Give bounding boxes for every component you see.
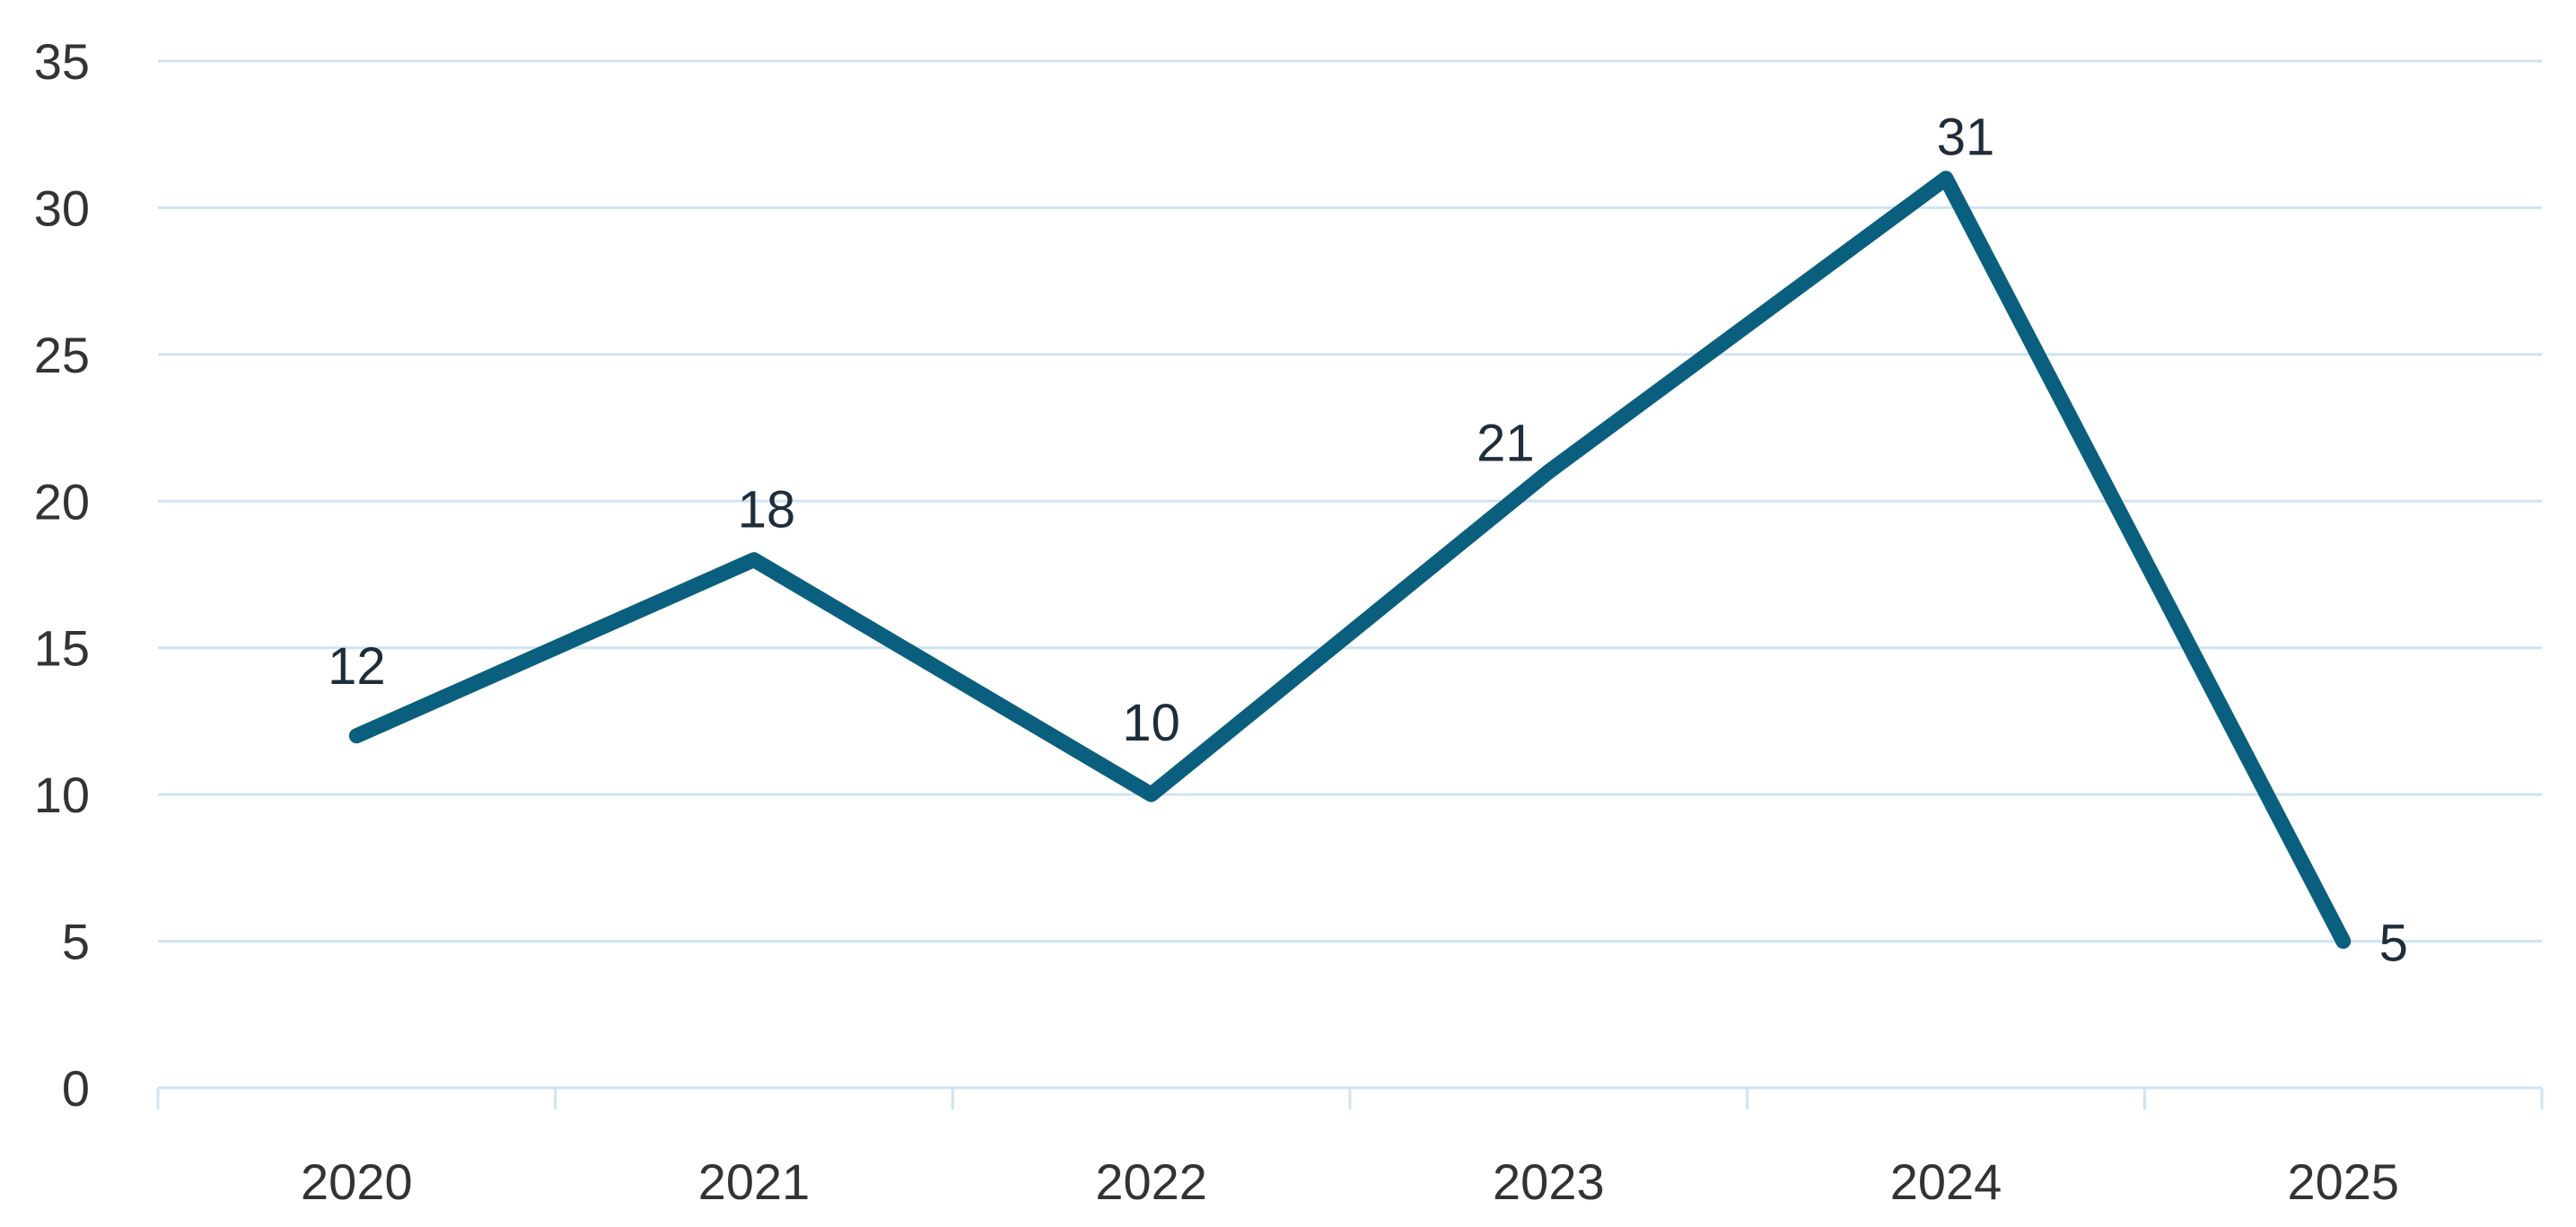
x-tick-label-2024: 2024 (1890, 1153, 2002, 1210)
data-point-2024 (1939, 171, 1953, 186)
y-tick-label-10: 10 (34, 767, 90, 823)
data-point-2020 (349, 728, 364, 743)
data-label-2024: 31 (1937, 109, 1995, 167)
y-tick-label-15: 15 (34, 620, 90, 677)
series-line (348, 171, 2352, 950)
x-tick-label-2022: 2022 (1095, 1153, 1207, 1210)
x-tick-label-2023: 2023 (1493, 1153, 1605, 1210)
data-point-2023 (1541, 464, 1556, 479)
data-point-2025 (2335, 933, 2351, 949)
y-tick-label-0: 0 (62, 1060, 90, 1117)
x-tick-label-2021: 2021 (698, 1153, 810, 1210)
y-tick-label-25: 25 (34, 327, 90, 383)
data-label-2020: 12 (328, 637, 386, 696)
data-point-2021 (747, 552, 761, 567)
gridlines (158, 59, 2542, 943)
y-tick-label-35: 35 (34, 33, 90, 90)
data-point-2022 (1143, 787, 1159, 802)
x-tick-label-2025: 2025 (2287, 1153, 2399, 1210)
data-label-2022: 10 (1122, 694, 1180, 752)
x-tick-label-2020: 2020 (301, 1153, 413, 1210)
y-axis: 0 5 10 15 20 25 30 35 (34, 33, 90, 1117)
x-axis: 2020 2021 2022 2023 2024 2025 (156, 1086, 2544, 1210)
data-label-2021: 18 (738, 481, 796, 539)
y-tick-label-5: 5 (62, 914, 90, 970)
data-labels: 12 18 10 21 31 5 (328, 109, 2408, 973)
y-tick-label-30: 30 (34, 180, 90, 236)
series (348, 171, 2352, 950)
data-label-2025: 5 (2379, 915, 2408, 973)
y-tick-label-20: 20 (34, 473, 90, 530)
data-label-2023: 21 (1476, 415, 1535, 473)
